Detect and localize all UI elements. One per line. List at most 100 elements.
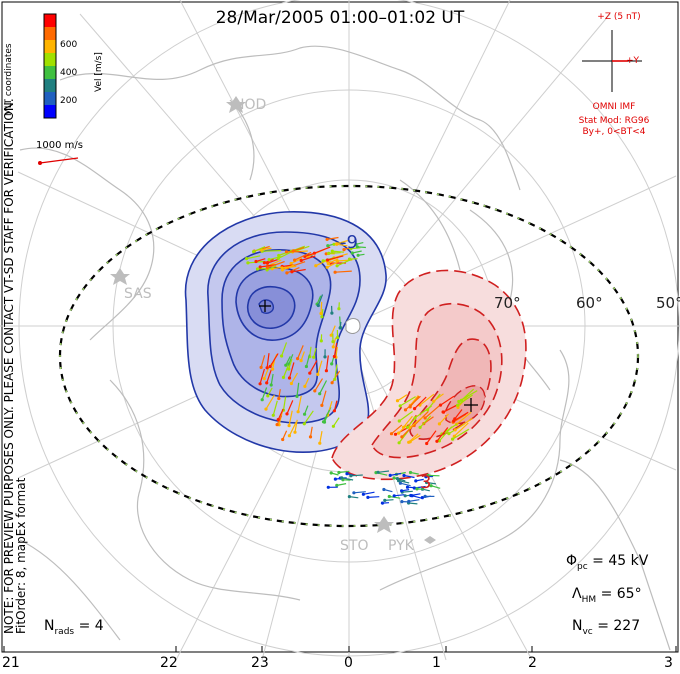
velocity-vector-origin <box>326 262 330 266</box>
velocity-vector-origin <box>350 251 354 255</box>
velocity-vector-origin <box>281 437 285 442</box>
velocity-vector-origin <box>277 396 281 401</box>
velocity-vector-origin <box>325 265 329 269</box>
velocity-vector-origin <box>392 494 396 498</box>
velocity-vector-origin <box>267 258 271 262</box>
potential-maximum-marker <box>464 398 478 412</box>
velocity-vector <box>408 433 419 443</box>
velocity-vector-origin <box>265 366 269 370</box>
velocity-vector-origin <box>361 492 365 496</box>
velocity-vector-origin <box>323 355 327 359</box>
velocity-vector-origin <box>397 419 401 423</box>
velocity-vector <box>296 245 310 252</box>
velocity-vector-origin <box>296 410 300 414</box>
velocity-vector <box>259 368 265 384</box>
velocity-vector-origin <box>262 261 266 265</box>
velocity-vector <box>270 373 274 386</box>
velocity-vector <box>290 372 299 384</box>
velocity-vector <box>334 364 338 380</box>
velocity-vector-origin <box>338 326 342 330</box>
velocity-vector <box>267 260 285 269</box>
reference-vector-label: 1000 m/s <box>36 140 83 151</box>
velocity-vector-origin <box>276 418 280 422</box>
phi-value: = 45 kV <box>592 553 649 569</box>
velocity-vector <box>319 430 323 444</box>
velocity-vector <box>333 400 338 411</box>
mlt-label-22: 22 <box>160 655 178 671</box>
velocity-vector-origin <box>408 425 412 429</box>
velocity-vector <box>288 421 297 436</box>
velocity-vector-origin <box>303 412 307 416</box>
station-label-sas: SAS <box>124 286 152 302</box>
velocity-vector-origin <box>438 403 443 407</box>
velocity-vector <box>326 260 340 268</box>
velocity-vector-origin <box>304 364 308 369</box>
imf-source-label: OMNI IMF <box>592 102 636 112</box>
velocity-vector-origin <box>413 407 417 411</box>
velocity-vector <box>315 260 327 267</box>
velocity-vector-origin <box>329 333 333 337</box>
velocity-vector-origin <box>335 483 339 487</box>
velocity-vector-origin <box>318 392 322 396</box>
velocity-vector-origin <box>426 408 430 412</box>
vel-label: Vel [m/s] <box>94 52 104 92</box>
velocity-vector <box>322 409 331 423</box>
colorbar-tick-200: 200 <box>60 96 78 106</box>
velocity-vector <box>320 301 323 314</box>
velocity-vector-origin <box>299 359 303 363</box>
velocity-vector <box>403 474 415 479</box>
station-label-nod: NOD <box>234 97 267 113</box>
velocity-vector <box>452 428 470 440</box>
velocity-vector-origin <box>255 267 260 271</box>
velocity-vector-origin <box>409 493 413 498</box>
velocity-vector <box>414 396 427 410</box>
velocity-vector-origin <box>291 249 295 253</box>
velocity-vector-origin <box>356 253 360 257</box>
velocity-vector <box>286 400 294 415</box>
velocity-vector-origin <box>393 432 398 436</box>
velocity-vector <box>260 355 266 368</box>
velocity-vector-origin <box>319 339 323 343</box>
velocity-vector-origin <box>441 410 445 414</box>
velocity-vector-origin <box>287 376 292 380</box>
hm-latitude: ΛHM = 65° <box>572 586 642 605</box>
velocity-vector-origin <box>330 381 334 385</box>
velocity-vector-origin <box>299 258 303 263</box>
velocity-vector <box>319 380 328 394</box>
velocity-vector-origin <box>452 419 456 423</box>
velocity-vector <box>438 413 449 425</box>
velocity-vector-origin <box>342 248 346 252</box>
velocity-vector <box>266 369 272 384</box>
velocity-vector-origin <box>349 247 353 251</box>
velocity-vector <box>350 247 361 250</box>
velocity-vector <box>424 403 442 419</box>
velocity-vector-origin <box>333 477 337 481</box>
velocity-vector-origin <box>354 242 358 246</box>
velocity-vector-origin <box>303 384 307 388</box>
velocity-vector <box>336 243 348 247</box>
mlt-label-21: 21 <box>2 655 20 671</box>
velocity-vector-origin <box>376 470 380 474</box>
velocity-vector-origin <box>398 481 402 485</box>
colorbar-segment <box>44 79 56 92</box>
velocity-vector <box>454 409 463 420</box>
velocity-vector <box>294 419 298 433</box>
velocity-vector <box>327 255 344 261</box>
velocity-vector <box>309 360 318 374</box>
velocity-vector-origin <box>453 428 457 432</box>
mlt-label-2: 2 <box>528 655 537 671</box>
velocity-vector-origin <box>259 365 263 369</box>
velocity-vector-origin <box>432 399 436 403</box>
velocity-vector-origin <box>271 413 275 417</box>
velocity-vector-origin <box>398 404 402 408</box>
velocity-vector <box>282 364 289 378</box>
velocity-vector-origin <box>337 470 341 475</box>
velocity-vector <box>262 250 282 252</box>
velocity-vector-origin <box>258 382 262 386</box>
velocity-vector <box>407 418 416 428</box>
velocity-vector-origin <box>414 479 418 483</box>
velocity-vector <box>331 370 341 384</box>
velocity-vector <box>286 267 300 274</box>
velocity-vector <box>317 360 323 375</box>
velocity-vector-origin <box>258 265 262 269</box>
